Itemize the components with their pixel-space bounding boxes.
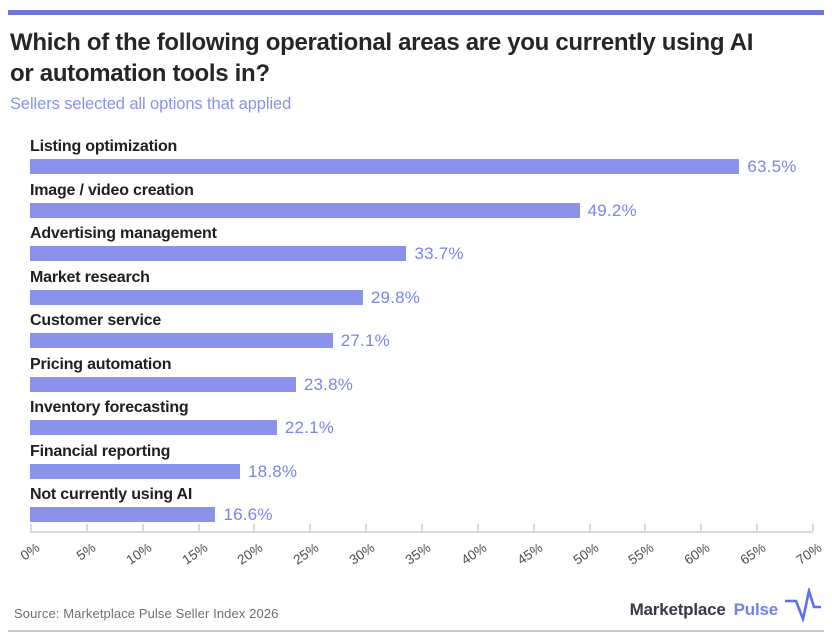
tick-label: 50% xyxy=(570,540,601,568)
logo-text-pulse: Pulse xyxy=(733,600,779,619)
tick-mark xyxy=(476,524,479,531)
tick-mark xyxy=(756,524,759,531)
tick-label: 10% xyxy=(123,540,155,568)
bar xyxy=(30,420,277,435)
x-axis-line xyxy=(30,531,813,533)
tick-mark xyxy=(85,524,88,531)
tick-label: 45% xyxy=(514,540,546,568)
bar xyxy=(30,202,580,218)
tick-label: 15% xyxy=(179,540,210,568)
category-label: Not currently using AI xyxy=(30,486,193,503)
tick-mark xyxy=(365,524,368,531)
tick-label: 55% xyxy=(626,540,657,568)
logo-text-marketplace: Marketplace xyxy=(629,600,726,619)
value-label: 16.6% xyxy=(223,505,273,524)
tick-mark xyxy=(812,524,814,531)
bar xyxy=(30,507,216,522)
chart-title-line1: Which of the following operational areas… xyxy=(10,29,754,56)
tick-label: 65% xyxy=(737,540,769,568)
bar xyxy=(30,333,333,348)
value-label: 23.8% xyxy=(303,374,354,394)
tick-mark xyxy=(141,524,144,531)
category-label: Image / video creation xyxy=(30,181,194,199)
tick-mark xyxy=(644,524,647,531)
chart-title-line2: or automation tools in? xyxy=(10,60,270,87)
tick-label: 40% xyxy=(458,540,490,568)
tick-label: 5% xyxy=(73,540,99,564)
tick-mark xyxy=(197,524,200,531)
tick-label: 35% xyxy=(402,540,434,568)
bar xyxy=(30,463,241,479)
value-label: 27.1% xyxy=(340,331,390,350)
category-label: Financial reporting xyxy=(30,442,171,460)
chart-subtitle: Sellers selected all options that applie… xyxy=(10,95,292,113)
bar xyxy=(30,376,296,392)
category-label: Market research xyxy=(30,268,150,286)
value-label: 49.2% xyxy=(587,200,637,220)
tick-mark xyxy=(700,524,703,531)
category-label: Pricing automation xyxy=(30,355,172,373)
value-label: 18.8% xyxy=(248,461,298,481)
tick-mark xyxy=(253,524,256,531)
tick-label: 0% xyxy=(17,540,43,564)
bottom-divider xyxy=(8,630,824,632)
source-note: Source: Marketplace Pulse Seller Index 2… xyxy=(14,606,279,621)
tick-label: 25% xyxy=(290,540,322,568)
tick-label: 70% xyxy=(793,540,825,568)
value-label: 29.8% xyxy=(370,287,421,307)
value-label: 63.5% xyxy=(747,157,797,176)
bar xyxy=(30,289,363,305)
pulse-heartbeat-icon xyxy=(782,588,822,622)
tick-mark xyxy=(588,524,591,531)
tick-mark xyxy=(421,524,423,531)
category-label: Inventory forecasting xyxy=(30,399,189,416)
tick-label: 30% xyxy=(346,540,378,568)
value-label: 22.1% xyxy=(284,418,335,437)
category-label: Listing optimization xyxy=(30,138,178,155)
bar xyxy=(30,246,407,261)
bar xyxy=(30,159,740,174)
category-label: Advertising management xyxy=(30,225,217,242)
tick-label: 60% xyxy=(681,540,713,568)
tick-mark xyxy=(309,524,312,531)
brand-logo: Marketplace Pulse xyxy=(629,588,822,622)
value-label: 33.7% xyxy=(414,244,464,263)
top-accent-border xyxy=(8,10,824,15)
tick-label: 20% xyxy=(235,540,266,568)
category-label: Customer service xyxy=(30,312,162,329)
tick-mark xyxy=(532,524,535,531)
tick-mark xyxy=(30,524,32,531)
chart-title: Which of the following operational areas… xyxy=(10,27,824,89)
